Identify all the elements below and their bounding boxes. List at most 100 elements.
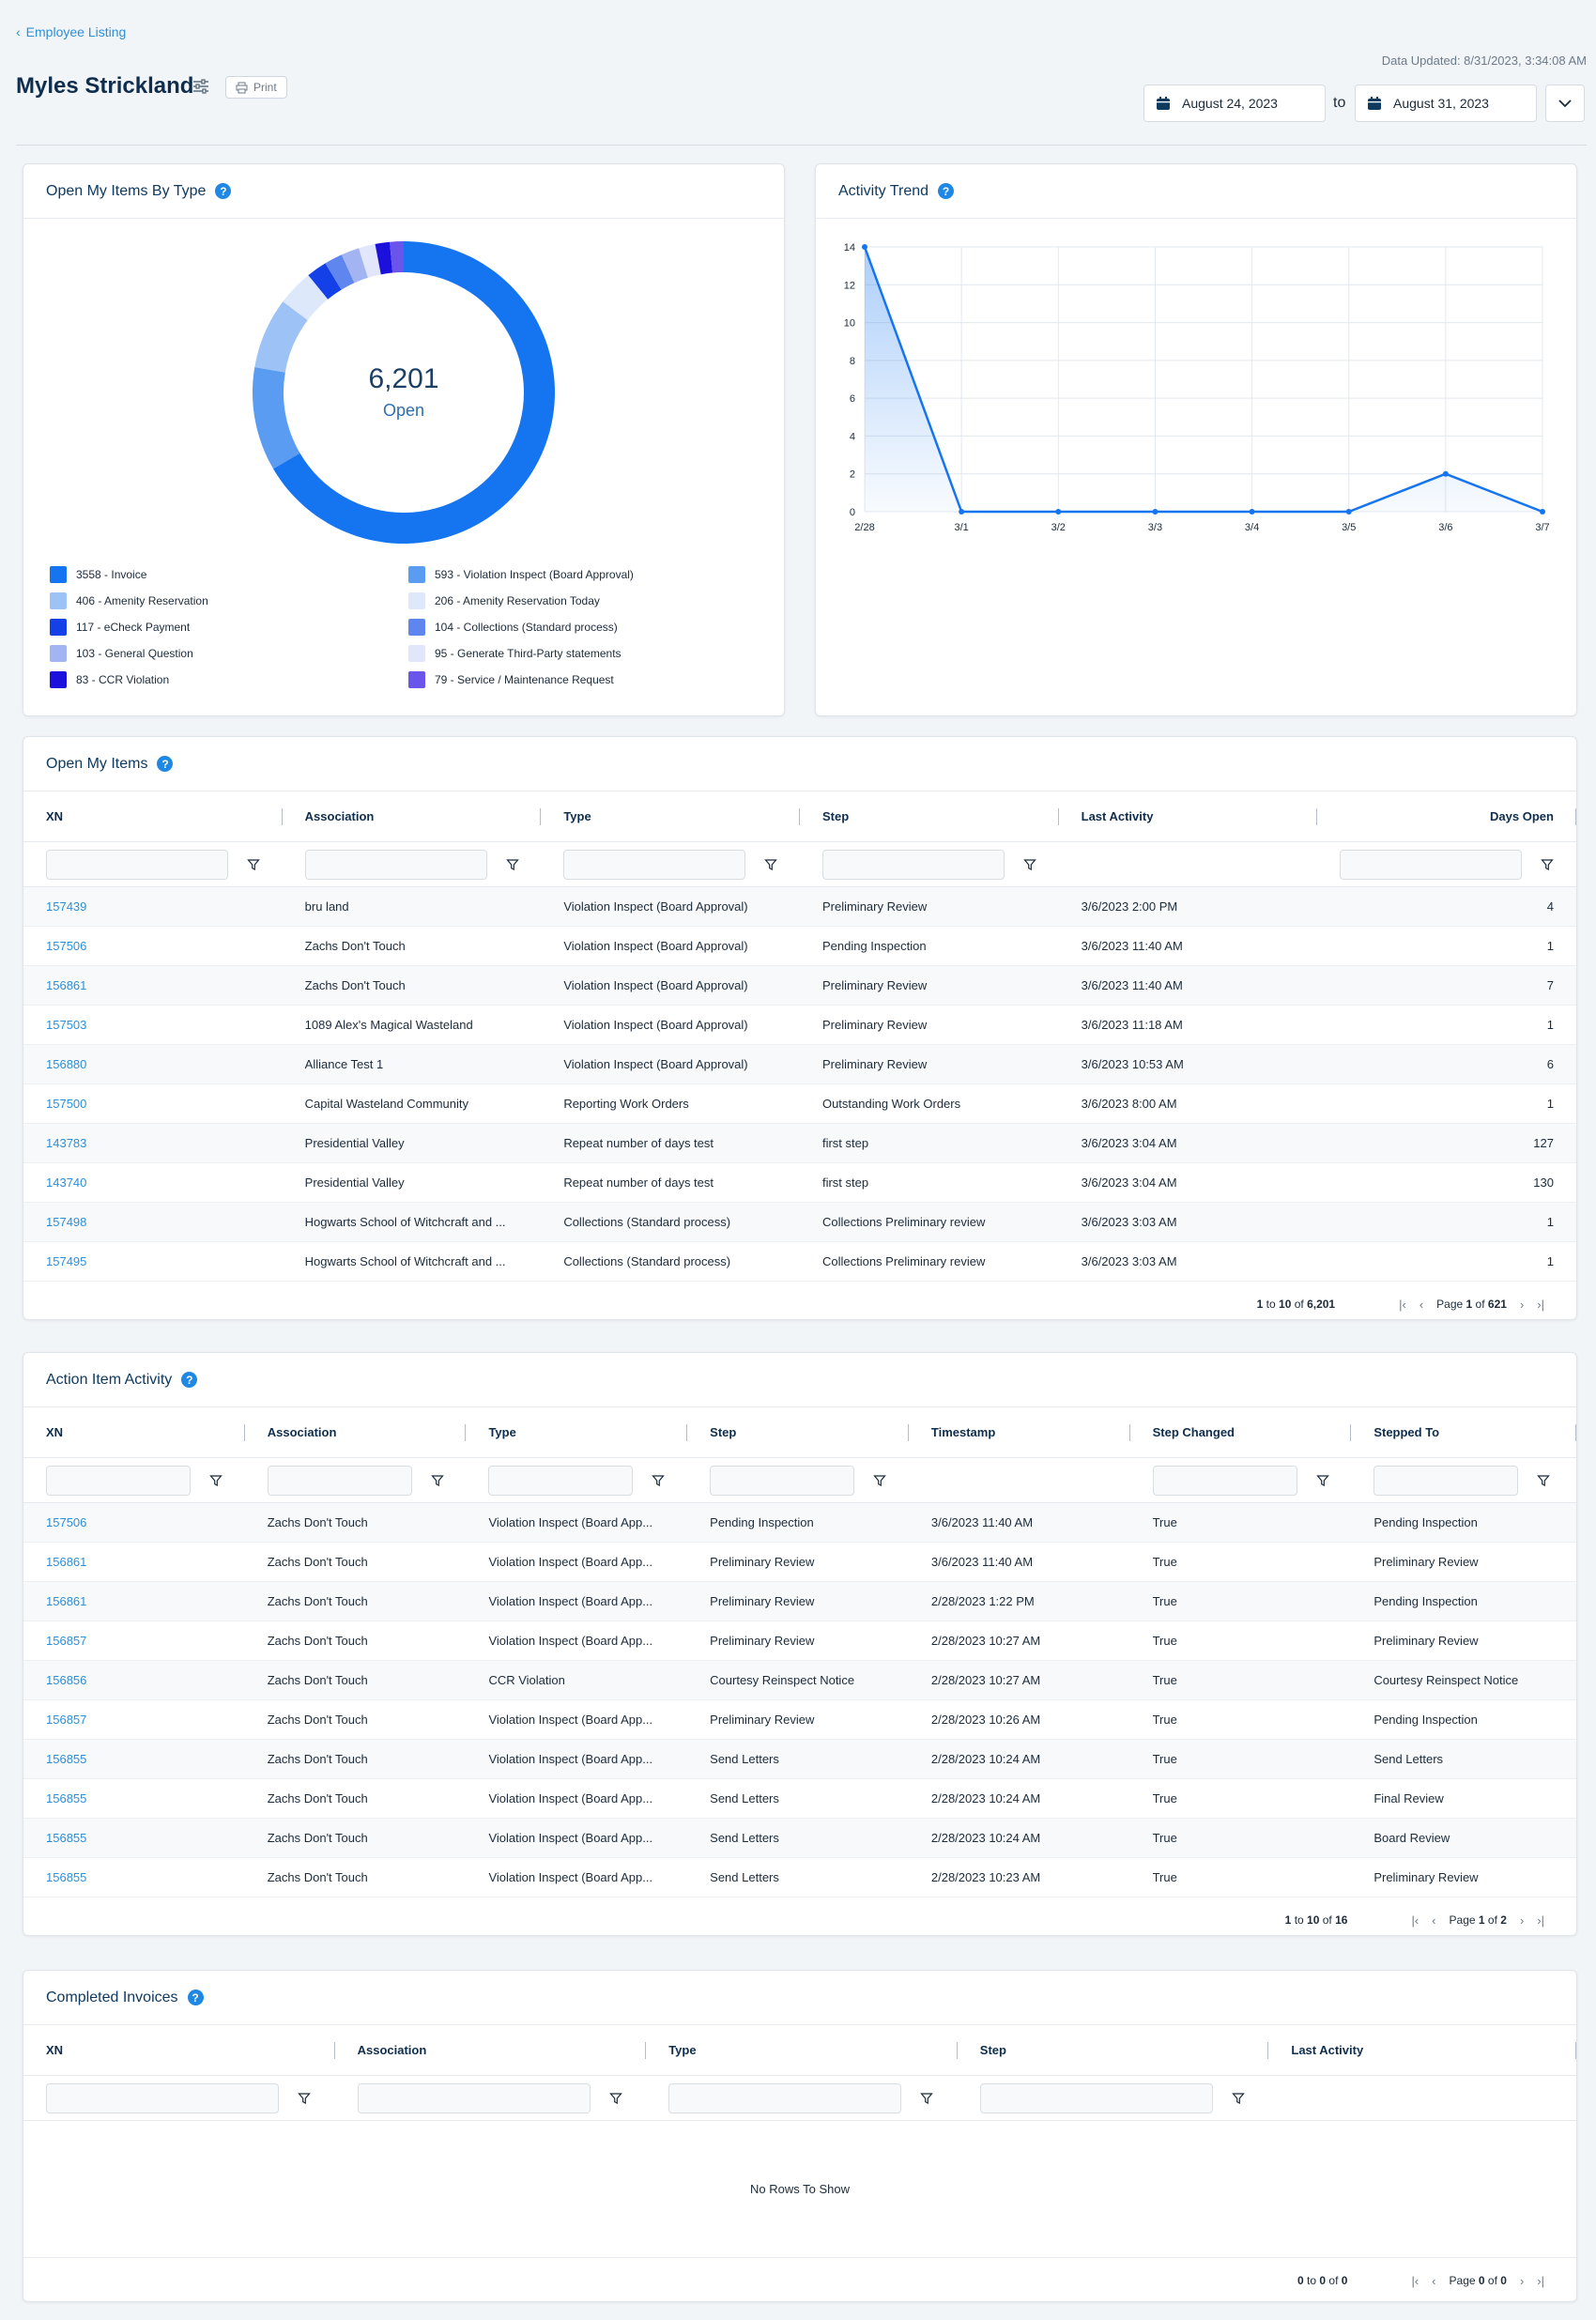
first-page-icon[interactable]: |‹ xyxy=(1411,1913,1420,1928)
print-button[interactable]: Print xyxy=(225,76,287,99)
column-filter-input[interactable] xyxy=(267,1465,412,1496)
column-filter-input[interactable] xyxy=(46,849,228,880)
xn-link[interactable]: 157503 xyxy=(46,1018,87,1032)
column-header[interactable]: Days Open xyxy=(1317,791,1576,841)
xn-link[interactable]: 156855 xyxy=(46,1831,87,1845)
table-row[interactable]: 156861 Zachs Don't Touch Violation Inspect… xyxy=(23,966,1576,1006)
data-point[interactable] xyxy=(1249,509,1255,515)
date-to-input[interactable]: August 31, 2023 xyxy=(1355,85,1537,122)
date-range-dropdown-button[interactable] xyxy=(1545,85,1585,122)
column-header[interactable]: Step Changed xyxy=(1130,1407,1352,1457)
filter-icon[interactable] xyxy=(873,1474,886,1487)
column-filter-input[interactable] xyxy=(357,2082,591,2113)
column-filter-input[interactable] xyxy=(668,2082,902,2113)
column-header[interactable]: Step xyxy=(800,791,1059,841)
legend-item[interactable]: 103 - General Question xyxy=(50,645,193,662)
table-row[interactable]: 143740 Presidential Valley Repeat number o… xyxy=(23,1163,1576,1203)
table-row[interactable]: 157500 Capital Wasteland Community Reporti… xyxy=(23,1084,1576,1124)
table-row[interactable]: 156855 Zachs Don't Touch Violation Inspect… xyxy=(23,1779,1576,1819)
previous-page-icon[interactable]: ‹ xyxy=(1432,2273,1436,2288)
donut-slice[interactable] xyxy=(390,241,404,273)
filter-icon[interactable] xyxy=(1541,858,1555,871)
xn-link[interactable]: 156855 xyxy=(46,1870,87,1884)
legend-item[interactable]: 104 - Collections (Standard process) xyxy=(408,619,618,636)
column-filter-input[interactable] xyxy=(304,849,487,880)
xn-link[interactable]: 157495 xyxy=(46,1254,87,1268)
column-header[interactable]: Timestamp xyxy=(909,1407,1130,1457)
xn-link[interactable]: 156857 xyxy=(46,1634,87,1648)
table-row[interactable]: 156857 Zachs Don't Touch Violation Inspect… xyxy=(23,1700,1576,1740)
table-row[interactable]: 157439 bru land Violation Inspect (Board A… xyxy=(23,887,1576,927)
column-filter-input[interactable] xyxy=(710,1465,855,1496)
column-header[interactable]: Type xyxy=(646,2025,958,2075)
column-filter-input[interactable] xyxy=(1340,849,1523,880)
xn-link[interactable]: 156855 xyxy=(46,1791,87,1805)
help-icon[interactable]: ? xyxy=(215,183,232,199)
first-page-icon[interactable]: |‹ xyxy=(1411,2273,1420,2288)
filter-icon[interactable] xyxy=(920,2092,933,2105)
table-row[interactable]: 157503 1089 Alex's Magical Wasteland Viola… xyxy=(23,1006,1576,1045)
filter-icon[interactable] xyxy=(764,858,778,871)
filter-icon[interactable] xyxy=(247,858,260,871)
xn-link[interactable]: 157500 xyxy=(46,1097,87,1111)
column-filter-input[interactable] xyxy=(46,2082,279,2113)
column-filter-input[interactable] xyxy=(1152,1465,1297,1496)
help-icon[interactable]: ? xyxy=(157,756,174,772)
xn-link[interactable]: 156861 xyxy=(46,978,87,992)
date-from-input[interactable]: August 24, 2023 xyxy=(1143,85,1326,122)
sliders-icon[interactable] xyxy=(192,77,210,96)
column-header[interactable]: Step xyxy=(958,2025,1269,2075)
last-page-icon[interactable]: ›| xyxy=(1537,1297,1544,1312)
last-page-icon[interactable]: ›| xyxy=(1537,1913,1544,1928)
donut-slice[interactable] xyxy=(325,254,355,290)
column-filter-input[interactable] xyxy=(822,849,1005,880)
filter-icon[interactable] xyxy=(209,1474,223,1487)
column-filter-input[interactable] xyxy=(488,1465,634,1496)
help-icon[interactable]: ? xyxy=(181,1372,198,1388)
next-page-icon[interactable]: › xyxy=(1519,2273,1525,2288)
column-header[interactable]: Type xyxy=(541,791,800,841)
legend-item[interactable]: 206 - Amenity Reservation Today xyxy=(408,592,600,609)
data-point[interactable] xyxy=(862,244,867,250)
filter-icon[interactable] xyxy=(430,1474,444,1487)
data-point[interactable] xyxy=(959,509,965,515)
help-icon[interactable]: ? xyxy=(187,1990,204,2005)
xn-link[interactable]: 156861 xyxy=(46,1594,87,1608)
column-header[interactable]: XN xyxy=(23,791,283,841)
legend-item[interactable]: 3558 - Invoice xyxy=(50,566,146,583)
data-point[interactable] xyxy=(1152,509,1159,515)
table-row[interactable]: 157506 Zachs Don't Touch Violation Inspect… xyxy=(23,1503,1576,1543)
xn-link[interactable]: 143783 xyxy=(46,1136,87,1150)
column-header[interactable]: Type xyxy=(466,1407,687,1457)
column-filter-input[interactable] xyxy=(1373,1465,1519,1496)
legend-item[interactable]: 83 - CCR Violation xyxy=(50,671,169,688)
filter-icon[interactable] xyxy=(1315,1474,1329,1487)
legend-item[interactable]: 406 - Amenity Reservation xyxy=(50,592,208,609)
column-header[interactable]: Stepped To xyxy=(1351,1407,1576,1457)
table-row[interactable]: 157498 Hogwarts School of Witchcraft and … xyxy=(23,1203,1576,1242)
column-filter-input[interactable] xyxy=(979,2082,1213,2113)
column-filter-input[interactable] xyxy=(563,849,746,880)
data-point[interactable] xyxy=(1055,509,1062,515)
data-point[interactable] xyxy=(1345,509,1352,515)
filter-icon[interactable] xyxy=(1231,2092,1245,2105)
donut-slice[interactable] xyxy=(359,243,381,278)
table-row[interactable]: 156855 Zachs Don't Touch Violation Inspect… xyxy=(23,1819,1576,1858)
next-page-icon[interactable]: › xyxy=(1519,1913,1525,1928)
table-row[interactable]: 156855 Zachs Don't Touch Violation Inspect… xyxy=(23,1740,1576,1779)
table-row[interactable]: 156855 Zachs Don't Touch Violation Inspect… xyxy=(23,1858,1576,1897)
column-header[interactable]: Last Activity xyxy=(1268,2025,1576,2075)
filter-icon[interactable] xyxy=(1537,1474,1551,1487)
legend-item[interactable]: 593 - Violation Inspect (Board Approval) xyxy=(408,566,634,583)
filter-icon[interactable] xyxy=(298,2092,311,2105)
previous-page-icon[interactable]: ‹ xyxy=(1432,1913,1436,1928)
xn-link[interactable]: 157439 xyxy=(46,899,87,914)
column-header[interactable]: Last Activity xyxy=(1059,791,1318,841)
donut-slice[interactable] xyxy=(254,301,308,373)
column-filter-input[interactable] xyxy=(46,1465,191,1496)
legend-item[interactable]: 79 - Service / Maintenance Request xyxy=(408,671,614,688)
column-header[interactable]: Association xyxy=(283,791,542,841)
xn-link[interactable]: 157506 xyxy=(46,1515,87,1529)
xn-link[interactable]: 156856 xyxy=(46,1673,87,1687)
table-row[interactable]: 156880 Alliance Test 1 Violation Inspect (… xyxy=(23,1045,1576,1084)
